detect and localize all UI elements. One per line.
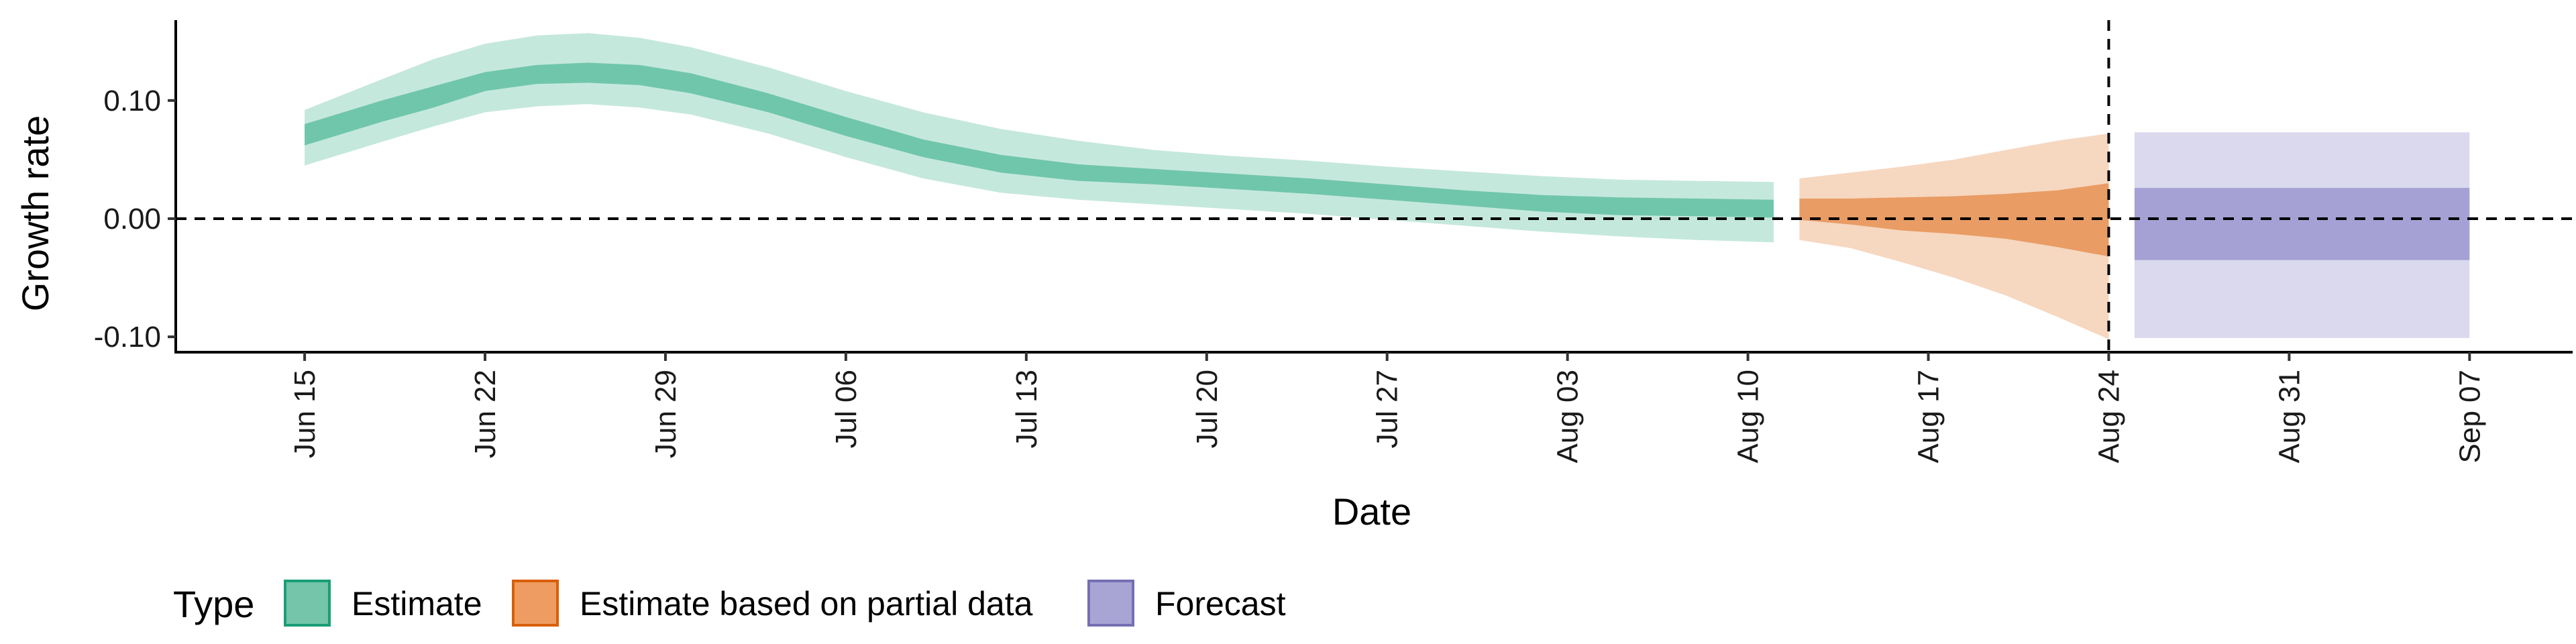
y-tick-label: 0.00	[103, 203, 161, 235]
x-axis-title: Date	[1332, 490, 1411, 533]
forecast-inner-band	[2134, 188, 2470, 260]
x-tick-label: Jul 20	[1191, 370, 1224, 448]
x-tick-label: Jun 15	[288, 370, 321, 458]
y-tick-label: 0.10	[103, 85, 161, 117]
tick-layer: 0.10 0.00 -0.10 Jun 15 Jun 22 Jun 29 Jul 06 Jul…	[94, 85, 2487, 464]
legend-label-forecast: Forecast	[1155, 585, 1286, 623]
x-tick-label: Jul 13	[1010, 370, 1043, 448]
x-tick-label: Aug 17	[1913, 370, 1945, 463]
x-tick-label: Sep 07	[2453, 370, 2486, 463]
x-tick-label: Jun 22	[469, 370, 502, 458]
estimate-inner-band	[305, 62, 1774, 218]
y-axis-title: Growth rate	[14, 115, 56, 312]
x-tick-label: Aug 03	[1552, 370, 1585, 463]
ribbon-layer	[305, 33, 2470, 339]
y-tick-label: -0.10	[94, 321, 161, 354]
x-tick-label: Jul 27	[1371, 370, 1404, 448]
legend-key-forecast	[1087, 580, 1134, 627]
x-tick-label: Aug 24	[2093, 370, 2126, 463]
x-tick-label: Aug 10	[1732, 370, 1765, 463]
reference-lines	[176, 20, 2573, 352]
legend-label-partial: Estimate based on partial data	[580, 585, 1033, 623]
x-tick-label: Jul 06	[830, 370, 863, 448]
legend-key-partial	[512, 580, 559, 627]
legend-title: Type	[173, 583, 254, 625]
legend-label-estimate: Estimate	[352, 585, 482, 623]
axes	[174, 20, 2573, 354]
legend: Type Estimate Estimate based on partial …	[173, 580, 1286, 627]
x-tick-label: Jun 29	[649, 370, 682, 458]
partial-outer-band	[1799, 133, 2109, 339]
partial-inner-band	[1799, 183, 2109, 257]
x-tick-label: Aug 31	[2273, 370, 2306, 463]
legend-key-estimate	[284, 580, 331, 627]
